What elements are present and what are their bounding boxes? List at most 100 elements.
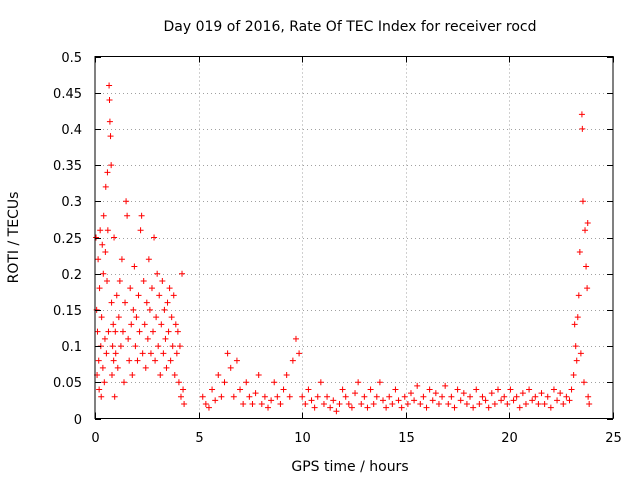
plot-frame <box>94 56 614 419</box>
data-point <box>579 198 586 205</box>
data-point <box>563 393 570 400</box>
data-point <box>258 401 265 408</box>
data-point <box>547 404 554 411</box>
x-tick-label: 5 <box>195 431 203 446</box>
data-point <box>151 234 158 241</box>
data-point <box>103 350 110 357</box>
x-axis: 0 5 10 15 20 25 <box>91 56 622 446</box>
data-point <box>124 212 131 219</box>
data-point <box>584 220 591 227</box>
data-point <box>426 386 433 393</box>
data-point <box>168 314 175 321</box>
data-point <box>224 350 231 357</box>
data-point <box>510 397 517 404</box>
data-point <box>255 372 262 379</box>
data-point <box>308 397 315 404</box>
data-point <box>164 299 171 306</box>
data-point <box>150 328 157 335</box>
data-point <box>578 111 585 118</box>
data-point <box>100 270 107 277</box>
data-point <box>352 390 359 397</box>
data-point <box>519 390 526 397</box>
data-point <box>575 292 582 299</box>
data-point <box>358 401 365 408</box>
data-point <box>159 277 166 284</box>
data-point <box>314 393 321 400</box>
data-point <box>143 299 150 306</box>
data-point <box>302 401 309 408</box>
data-point <box>470 404 477 411</box>
data-point <box>96 386 103 393</box>
data-point <box>271 379 278 386</box>
data-point <box>386 393 393 400</box>
data-point <box>376 379 383 386</box>
y-tick-label: 0.2 <box>61 268 82 283</box>
data-point <box>541 401 548 408</box>
data-point <box>283 372 290 379</box>
data-point <box>513 393 520 400</box>
data-point <box>146 306 153 313</box>
data-point <box>538 390 545 397</box>
y-tick-label: 0.45 <box>53 87 82 102</box>
data-point <box>117 343 124 350</box>
data-point <box>454 386 461 393</box>
data-point <box>153 314 160 321</box>
data-point <box>529 397 536 404</box>
data-point <box>111 393 118 400</box>
data-point <box>320 401 327 408</box>
data-point <box>491 401 498 408</box>
data-point <box>274 393 281 400</box>
data-point <box>205 404 212 411</box>
data-point <box>488 390 495 397</box>
data-point <box>265 404 272 411</box>
data-point <box>180 386 187 393</box>
data-point <box>324 393 331 400</box>
data-point <box>111 234 118 241</box>
data-point <box>507 386 514 393</box>
y-tick-label: 0 <box>74 413 82 428</box>
data-point <box>280 386 287 393</box>
data-point <box>373 393 380 400</box>
data-point <box>104 169 111 176</box>
data-point <box>535 401 542 408</box>
data-point <box>105 328 112 335</box>
data-point <box>398 404 405 411</box>
data-point <box>522 401 529 408</box>
data-point <box>584 285 591 292</box>
data-point <box>175 379 182 386</box>
y-tick-label: 0.15 <box>53 304 82 319</box>
data-points <box>93 82 593 415</box>
data-point <box>395 397 402 404</box>
data-point <box>289 357 296 364</box>
data-point <box>336 401 343 408</box>
data-point <box>93 234 100 241</box>
data-point <box>114 364 121 371</box>
data-point <box>585 393 592 400</box>
y-tick-label: 0.5 <box>61 51 82 66</box>
data-point <box>98 314 105 321</box>
data-point <box>230 393 237 400</box>
x-tick-label: 25 <box>605 431 622 446</box>
data-point <box>383 404 390 411</box>
data-point <box>317 379 324 386</box>
data-point <box>147 350 154 357</box>
data-point <box>112 350 119 357</box>
data-point <box>106 82 113 89</box>
data-point <box>476 401 483 408</box>
data-point <box>174 328 181 335</box>
data-point <box>550 386 557 393</box>
x-tick-label: 15 <box>398 431 415 446</box>
data-point <box>526 386 533 393</box>
data-point <box>99 241 106 248</box>
data-point <box>142 364 149 371</box>
data-point <box>125 335 132 342</box>
data-point <box>573 357 580 364</box>
data-point <box>126 357 133 364</box>
data-point <box>121 379 128 386</box>
data-point <box>439 393 446 400</box>
data-point <box>161 306 168 313</box>
data-point <box>364 404 371 411</box>
data-point <box>330 397 337 404</box>
data-point <box>582 227 589 234</box>
data-point <box>166 285 173 292</box>
